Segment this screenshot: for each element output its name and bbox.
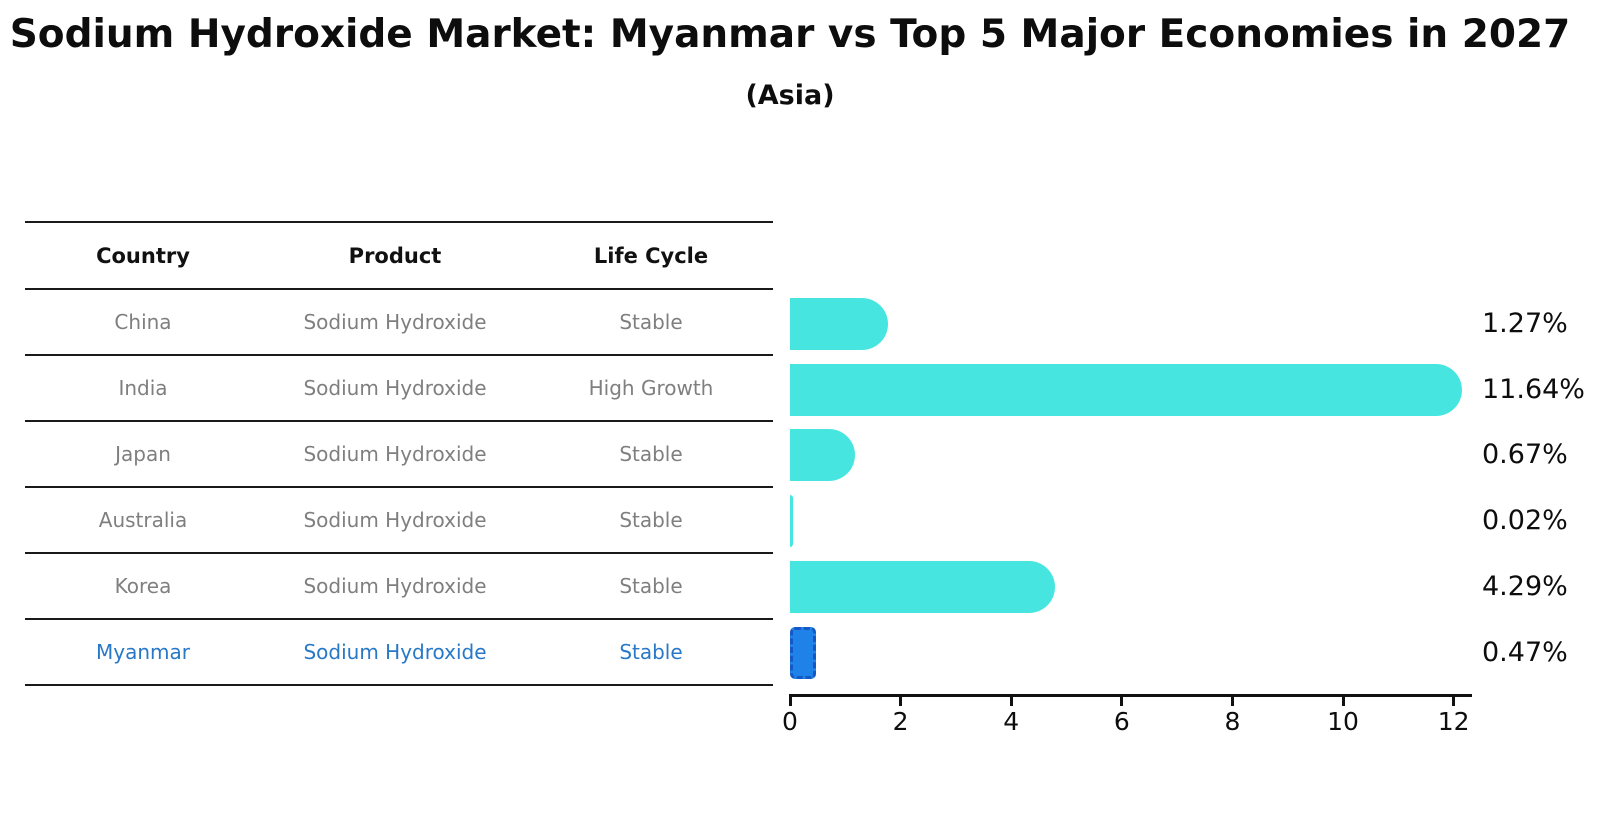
cell-country: Australia [98,508,188,532]
header-cell-country: Country [96,243,190,268]
value-label-myanmar: 0.47% [1482,636,1568,668]
cell-lifecycle: Stable [619,508,683,532]
x-axis-tick-label: 12 [1437,707,1470,736]
cell-product: Sodium Hydroxide [303,442,487,466]
table-body: China Sodium Hydroxide Stable India Sodium H… [25,290,773,686]
x-axis-tick-label: 6 [1113,707,1130,736]
cell-lifecycle: Stable [619,640,683,664]
x-axis-tick-label: 8 [1224,707,1241,736]
bar-japan [790,429,856,482]
chart-subtitle: (Asia) [745,80,835,111]
x-axis-tick [1120,697,1124,706]
bar-australia [790,495,793,548]
value-label-korea: 4.29% [1482,570,1568,602]
cell-product: Sodium Hydroxide [303,376,487,400]
bar-myanmar [790,626,816,679]
page-title: Sodium Hydroxide Market: Myanmar vs Top … [9,12,1571,57]
x-axis-tick-label: 0 [782,707,798,736]
x-axis-tick [788,697,792,706]
cell-country: China [114,310,172,334]
table-row-china: China Sodium Hydroxide Stable [25,290,773,356]
data-table: Country Product Life Cycle China Sodium H… [25,221,773,686]
header-cell-lifecycle: Life Cycle [593,243,709,268]
table-row-india: India Sodium Hydroxide High Growth [25,356,773,422]
cell-country: Myanmar [96,640,190,664]
cell-product: Sodium Hydroxide [303,640,487,664]
value-label-india: 11.64% [1482,373,1585,405]
cell-country: India [118,376,168,400]
x-axis-tick [1452,697,1456,706]
table-header-row: Country Product Life Cycle [25,223,773,290]
x-axis-tick-label: 4 [1003,707,1020,736]
header-cell-product: Product [348,243,442,268]
x-axis-tick-label: 2 [892,707,909,736]
x-axis-tick [899,697,903,706]
cell-lifecycle: Stable [619,574,683,598]
x-axis-tick [1341,697,1345,706]
x-axis-tick [1230,697,1234,706]
value-label-australia: 0.02% [1482,505,1568,537]
cell-lifecycle: High Growth [588,376,714,400]
x-axis-tick-label: 10 [1327,707,1359,736]
bar-korea [790,560,1056,613]
cell-lifecycle: Stable [619,310,683,334]
x-axis-tick [1009,697,1013,706]
value-label-japan: 0.67% [1482,439,1568,471]
cell-product: Sodium Hydroxide [303,508,487,532]
cell-product: Sodium Hydroxide [303,310,487,334]
cell-lifecycle: Stable [619,442,683,466]
table-row-japan: Japan Sodium Hydroxide Stable [25,422,773,488]
cell-country: Korea [114,574,172,598]
table-row-myanmar: Myanmar Sodium Hydroxide Stable [25,620,773,686]
cell-product: Sodium Hydroxide [303,574,487,598]
table-row-australia: Australia Sodium Hydroxide Stable [25,488,773,554]
cell-country: Japan [115,442,171,466]
value-label-china: 1.27% [1482,308,1568,339]
bar-china [790,298,889,350]
bar-india [790,363,1462,416]
table-row-korea: Korea Sodium Hydroxide Stable [25,554,773,620]
x-axis [789,694,1472,697]
